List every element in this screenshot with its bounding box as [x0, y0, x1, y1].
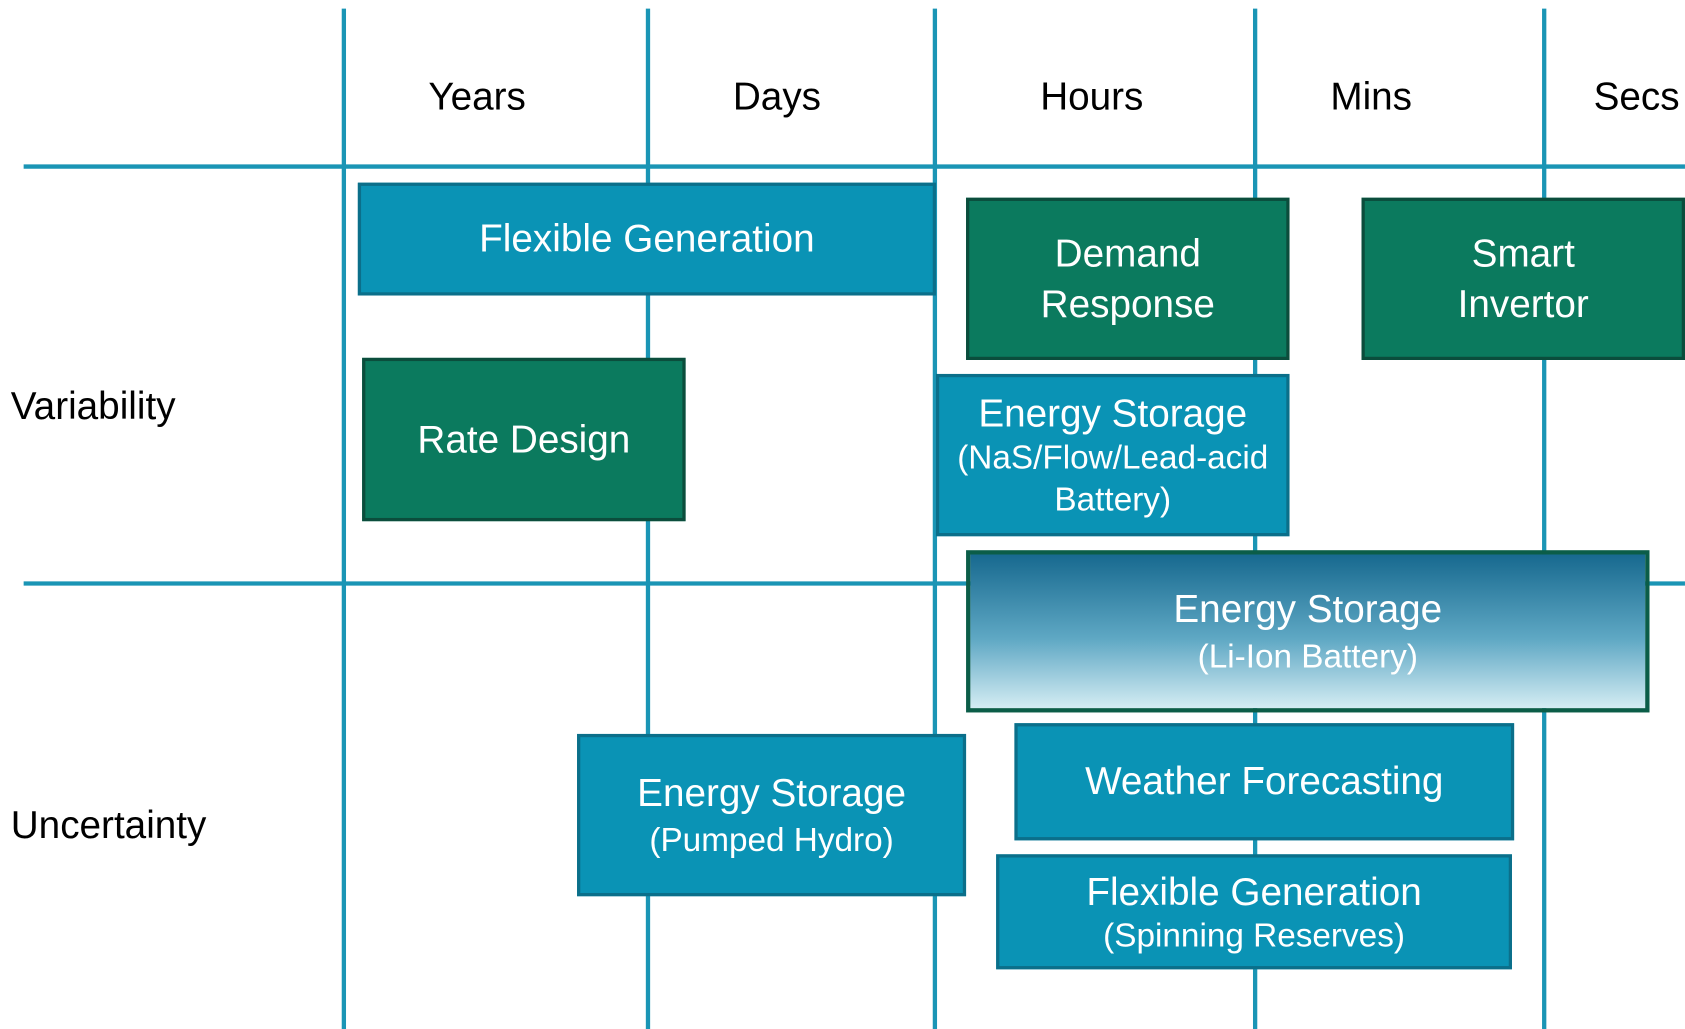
box-subtitle: (NaS/Flow/Lead-acid Battery) — [957, 438, 1269, 518]
box: Demand Response — [966, 197, 1290, 360]
box: Flexible Generation — [357, 182, 936, 296]
box-title: Smart Invertor — [1457, 230, 1589, 326]
box-title: Flexible Generation — [479, 216, 815, 261]
box-title: Rate Design — [417, 416, 631, 461]
box-title: Energy Storage — [978, 391, 1248, 436]
box: Weather Forecasting — [1014, 723, 1515, 841]
box-title: Flexible Generation — [1086, 869, 1422, 914]
box: Energy Storage (Pumped Hydro) — [577, 733, 967, 897]
box-title: Demand Response — [1040, 230, 1215, 326]
box-subtitle: (Spinning Reserves) — [1103, 916, 1405, 954]
box: Smart Invertor — [1361, 197, 1685, 360]
column-label: Years — [428, 74, 526, 119]
box: Rate Design — [362, 357, 686, 522]
column-label: Mins — [1330, 74, 1413, 119]
row-label: Uncertainty — [10, 802, 207, 847]
box-title: Energy Storage — [637, 770, 906, 815]
box: Energy Storage (Li-Ion Battery) — [966, 550, 1650, 713]
box-title: Weather Forecasting — [1085, 758, 1444, 803]
box-subtitle: (Li-Ion Battery) — [1197, 636, 1418, 675]
column-label: Secs — [1593, 74, 1680, 119]
box-subtitle: (Pumped Hydro) — [649, 820, 894, 859]
column-label: Hours — [1040, 74, 1144, 119]
box-title: Energy Storage — [1173, 586, 1443, 631]
box: Energy Storage (NaS/Flow/Lead-acid Batte… — [935, 373, 1290, 537]
column-label: Days — [732, 74, 822, 119]
box: Flexible Generation (Spinning Reserves) — [996, 854, 1512, 970]
row-label: Variability — [10, 383, 176, 428]
